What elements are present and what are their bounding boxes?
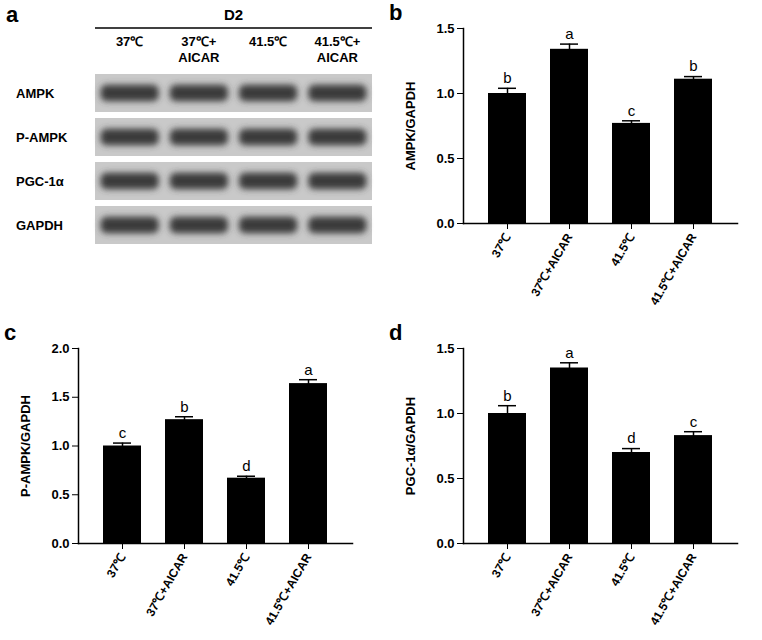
html-text:c: c — [4, 320, 17, 345]
svg-text:AMPK: AMPK — [16, 86, 55, 101]
svg-text:41.5℃+: 41.5℃+ — [314, 34, 360, 49]
svg-text:41.5℃+AICAR: 41.5℃+AICAR — [262, 551, 314, 628]
svg-text:D2: D2 — [224, 6, 243, 23]
svg-text:0.0: 0.0 — [436, 216, 454, 231]
svg-text:c: c — [119, 424, 127, 441]
svg-text:37℃+AICAR: 37℃+AICAR — [143, 551, 190, 619]
svg-text:37℃+AICAR: 37℃+AICAR — [528, 551, 575, 619]
svg-text:d: d — [627, 429, 635, 446]
html-text:b: b — [389, 0, 403, 25]
svg-text:1.0: 1.0 — [436, 86, 454, 101]
svg-text:AICAR: AICAR — [317, 50, 359, 65]
svg-text:41.5℃+AICAR: 41.5℃+AICAR — [647, 551, 699, 628]
svg-text:b: b — [180, 398, 188, 415]
svg-text:1.5: 1.5 — [436, 21, 454, 36]
svg-text:a: a — [565, 344, 574, 361]
svg-text:1.0: 1.0 — [436, 406, 454, 421]
svg-text:37℃: 37℃ — [116, 34, 143, 49]
svg-text:41.5℃: 41.5℃ — [223, 551, 253, 589]
svg-text:41.5℃: 41.5℃ — [608, 231, 638, 269]
svg-text:0.0: 0.0 — [51, 536, 69, 551]
svg-text:1.5: 1.5 — [436, 341, 454, 356]
svg-text:a: a — [304, 361, 313, 378]
svg-text:41.5℃+AICAR: 41.5℃+AICAR — [647, 231, 699, 308]
svg-text:0.5: 0.5 — [436, 151, 454, 166]
svg-text:37℃+AICAR: 37℃+AICAR — [528, 231, 575, 299]
svg-text:37℃: 37℃ — [104, 551, 129, 580]
svg-text:PGC-1α/GAPDH: PGC-1α/GAPDH — [403, 397, 418, 495]
svg-text:37℃+: 37℃+ — [181, 34, 216, 49]
svg-text:2.0: 2.0 — [51, 341, 69, 356]
html-text:d: d — [389, 320, 403, 345]
svg-text:PGC-1α: PGC-1α — [16, 174, 64, 189]
svg-text:P-AMPK: P-AMPK — [16, 130, 68, 145]
svg-text:P-AMPK/GAPDH: P-AMPK/GAPDH — [18, 395, 33, 497]
svg-text:0.0: 0.0 — [436, 536, 454, 551]
svg-text:d: d — [242, 457, 250, 474]
svg-text:41.5℃: 41.5℃ — [608, 551, 638, 589]
svg-text:AMPK/GAPDH: AMPK/GAPDH — [403, 82, 418, 171]
svg-text:c: c — [690, 413, 698, 430]
svg-text:AICAR: AICAR — [178, 50, 220, 65]
svg-text:a: a — [6, 2, 19, 27]
svg-text:1.0: 1.0 — [51, 438, 69, 453]
svg-text:c: c — [628, 102, 636, 119]
svg-text:b: b — [503, 69, 511, 86]
svg-text:GAPDH: GAPDH — [16, 218, 63, 233]
svg-text:a: a — [565, 25, 574, 42]
svg-text:b: b — [689, 57, 697, 74]
svg-text:37℃: 37℃ — [489, 231, 514, 260]
svg-text:b: b — [503, 387, 511, 404]
svg-text:1.5: 1.5 — [51, 389, 69, 404]
svg-text:41.5℃: 41.5℃ — [249, 34, 287, 49]
svg-text:0.5: 0.5 — [436, 471, 454, 486]
svg-text:37℃: 37℃ — [489, 551, 514, 580]
svg-text:0.5: 0.5 — [51, 487, 69, 502]
